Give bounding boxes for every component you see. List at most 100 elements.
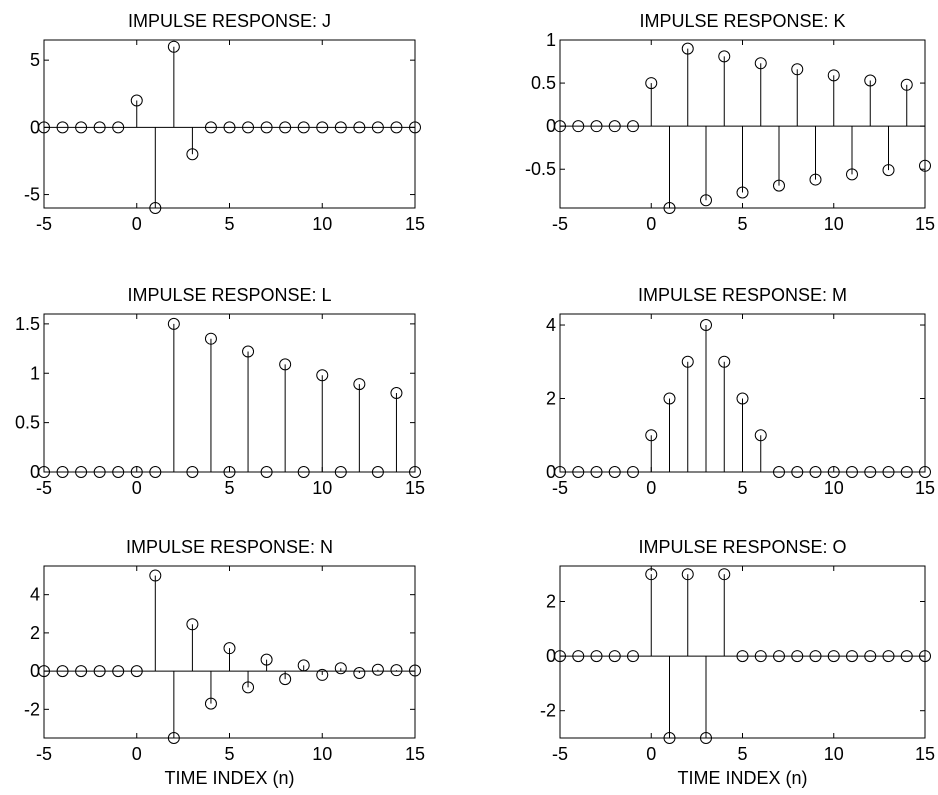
x-tick-label: 15 — [915, 478, 935, 498]
y-tick-label: 0 — [30, 661, 40, 681]
stem-marker — [353, 667, 366, 680]
subplot-4: IMPULSE RESPONSE: N -5 0 5 10 15 -2 0 2 4 TIME IND… — [24, 537, 425, 788]
stem-marker — [754, 650, 767, 663]
stem-marker — [718, 568, 731, 581]
y-tick-label: 1.5 — [15, 314, 40, 334]
stem-marker — [900, 78, 913, 91]
stem-marker — [316, 121, 329, 134]
stem-marker — [223, 466, 236, 478]
x-tick-label: -5 — [36, 744, 52, 764]
stem-marker — [773, 466, 785, 478]
stem-marker — [93, 665, 106, 678]
stem-marker — [38, 665, 50, 678]
stem-marker — [700, 194, 712, 207]
plot-title: IMPULSE RESPONSE: K — [639, 11, 845, 31]
y-tick-label: 4 — [546, 315, 556, 335]
y-tick-label: 4 — [30, 585, 40, 605]
stem-marker — [186, 466, 199, 478]
stem-marker — [223, 121, 236, 134]
subplot-5: IMPULSE RESPONSE: O -5 0 5 10 15 -2 0 2 TIME INDE… — [540, 537, 935, 788]
stem-marker — [827, 466, 840, 478]
x-tick-label: 5 — [224, 478, 234, 498]
stem-marker — [186, 618, 199, 631]
stem-marker — [590, 120, 603, 133]
stem-marker — [590, 650, 603, 663]
stem-marker — [627, 120, 639, 133]
stem-marker — [864, 74, 877, 87]
stem-marker — [38, 121, 50, 134]
plot-title: IMPULSE RESPONSE: N — [126, 537, 333, 557]
stem-marker — [809, 466, 822, 478]
y-tick-label: 0.5 — [15, 413, 40, 433]
subplot-0: IMPULSE RESPONSE: J -5 0 5 10 15 -5 0 5 — [24, 11, 425, 234]
stem-marker — [112, 466, 125, 478]
plot-title: IMPULSE RESPONSE: O — [638, 537, 846, 557]
y-tick-label: 0 — [546, 646, 556, 666]
stem-marker — [681, 42, 694, 55]
stem-marker — [718, 50, 731, 63]
stem-marker — [791, 650, 804, 663]
x-tick-label: 5 — [737, 214, 747, 234]
plot-title: IMPULSE RESPONSE: J — [128, 11, 331, 31]
stem-marker — [681, 355, 694, 368]
stem-marker — [223, 642, 236, 655]
stem-marker — [700, 732, 712, 744]
stem-marker — [167, 317, 180, 330]
stem-marker — [112, 121, 125, 134]
stem-marker — [130, 94, 143, 107]
stem-marker — [167, 732, 180, 744]
stem-marker — [827, 650, 840, 663]
x-tick-label: -5 — [36, 214, 52, 234]
stem-marker — [919, 650, 931, 663]
stem-marker — [736, 186, 749, 199]
stem-marker — [919, 159, 931, 172]
x-tick-label: -5 — [552, 478, 568, 498]
stem-marker — [645, 429, 658, 442]
stem-marker — [809, 650, 822, 663]
stem-marker — [242, 121, 255, 134]
stem-marker — [390, 121, 403, 134]
stem-marker — [645, 77, 658, 90]
x-axis-label: TIME INDEX (n) — [164, 768, 294, 788]
stem-marker — [736, 392, 749, 405]
stem-marker — [316, 369, 329, 382]
stem-marker — [56, 466, 69, 478]
x-tick-label: 10 — [824, 478, 844, 498]
stem-marker — [130, 665, 143, 678]
y-tick-label: 0 — [546, 462, 556, 482]
stem-marker — [882, 650, 895, 663]
stem-marker — [279, 673, 292, 686]
stem-marker — [700, 319, 712, 332]
axes-box — [43, 39, 416, 209]
stem-marker — [754, 57, 767, 70]
y-tick-label: -2 — [540, 701, 556, 721]
y-tick-label: 1 — [546, 30, 556, 50]
y-tick-label: -0.5 — [525, 159, 556, 179]
x-tick-label: 15 — [405, 478, 425, 498]
x-tick-label: -5 — [552, 214, 568, 234]
subplot-1: IMPULSE RESPONSE: K -5 0 5 10 15 -0.5 0 0.5 1 — [525, 11, 935, 234]
stem-marker — [919, 466, 931, 478]
stem-marker — [186, 148, 199, 161]
stem-marker — [390, 387, 403, 399]
x-tick-label: 5 — [224, 744, 234, 764]
stem-marker — [754, 429, 767, 442]
stem-marker — [409, 466, 421, 478]
x-tick-label: 0 — [132, 478, 142, 498]
stem-marker — [846, 168, 858, 181]
stem-marker — [260, 121, 273, 134]
x-tick-label: 10 — [312, 478, 332, 498]
plot-title: IMPULSE RESPONSE: L — [127, 285, 331, 305]
stem-marker — [864, 650, 877, 663]
stem-marker — [827, 69, 840, 82]
stem-marker — [554, 466, 566, 478]
stem-marker — [204, 332, 217, 345]
stem-marker — [645, 568, 658, 581]
stem-marker — [572, 120, 585, 133]
y-tick-label: 2 — [546, 389, 556, 409]
x-tick-label: 5 — [737, 744, 747, 764]
stem-marker — [260, 466, 273, 478]
stem-marker — [334, 466, 347, 478]
